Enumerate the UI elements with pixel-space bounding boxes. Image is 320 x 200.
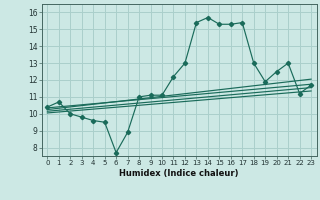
X-axis label: Humidex (Indice chaleur): Humidex (Indice chaleur) — [119, 169, 239, 178]
